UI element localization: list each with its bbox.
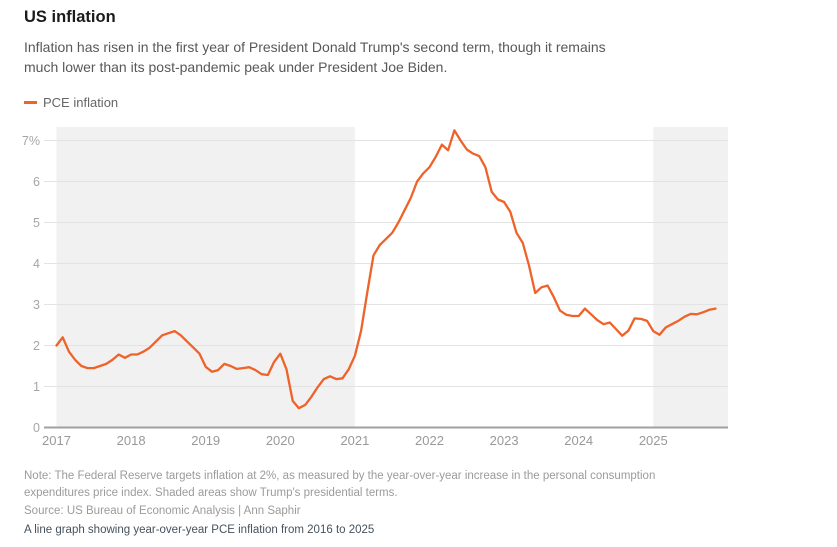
source-text: Source: US Bureau of Economic Analysis |…: [24, 505, 301, 517]
x-axis-tick-label: 2022: [415, 433, 444, 448]
y-axis-tick-label: 1: [33, 380, 40, 394]
y-axis-tick-label: 5: [33, 216, 40, 230]
note-text: Note: The Federal Reserve targets inflat…: [24, 468, 655, 501]
legend: PCE inflation: [24, 94, 119, 110]
x-axis-tick-label: 2025: [639, 433, 668, 448]
x-axis-tick-label: 2020: [266, 433, 295, 448]
alt-text: A line graph showing year-over-year PCE …: [24, 524, 375, 536]
pce-inflation-chart: 0 1 2 3 4 5 6 7% 2017 2018 2019 2020 2021 2022 2023 202…: [0, 118, 837, 463]
chart-subtitle: Inflation has risen in the first year of…: [24, 37, 606, 77]
pce-inflation-line: [55, 129, 717, 410]
presidential-term-band: [653, 127, 728, 428]
chart-subtitle-line-1: Inflation has risen in the first year of…: [24, 39, 606, 55]
x-axis-tick-label: 2018: [117, 433, 146, 448]
presidential-term-band: [56, 127, 355, 428]
y-axis-tick-label: 2: [33, 339, 40, 353]
y-axis-tick-label: 7%: [22, 134, 40, 148]
x-axis-tick-label: 2021: [340, 433, 369, 448]
x-axis-tick-label: 2019: [191, 433, 220, 448]
note-line-1: Note: The Federal Reserve targets inflat…: [24, 470, 656, 482]
y-axis-tick-label: 6: [33, 175, 40, 189]
legend-line-swatch-icon: [24, 100, 37, 104]
y-axis-tick-label: 3: [33, 298, 40, 312]
x-axis-tick-label: 2023: [490, 433, 519, 448]
note-line-2: expenditures price index. Shaded areas s…: [24, 486, 398, 499]
y-axis-tick-label: 4: [33, 257, 40, 271]
x-axis-tick-label: 2017: [42, 433, 71, 448]
chart-subtitle-line-2: much lower than its post-pandemic peak u…: [24, 59, 448, 75]
y-axis-tick-label: 0: [33, 421, 40, 435]
chart-title: US inflation: [24, 8, 116, 26]
legend-label: PCE inflation: [43, 94, 119, 110]
line-chart-canvas: 0 1 2 3 4 5 6 7% 2017 2018 2019 2020 2021 2022 2023 202…: [22, 127, 728, 448]
x-axis-tick-label: 2024: [564, 433, 593, 448]
